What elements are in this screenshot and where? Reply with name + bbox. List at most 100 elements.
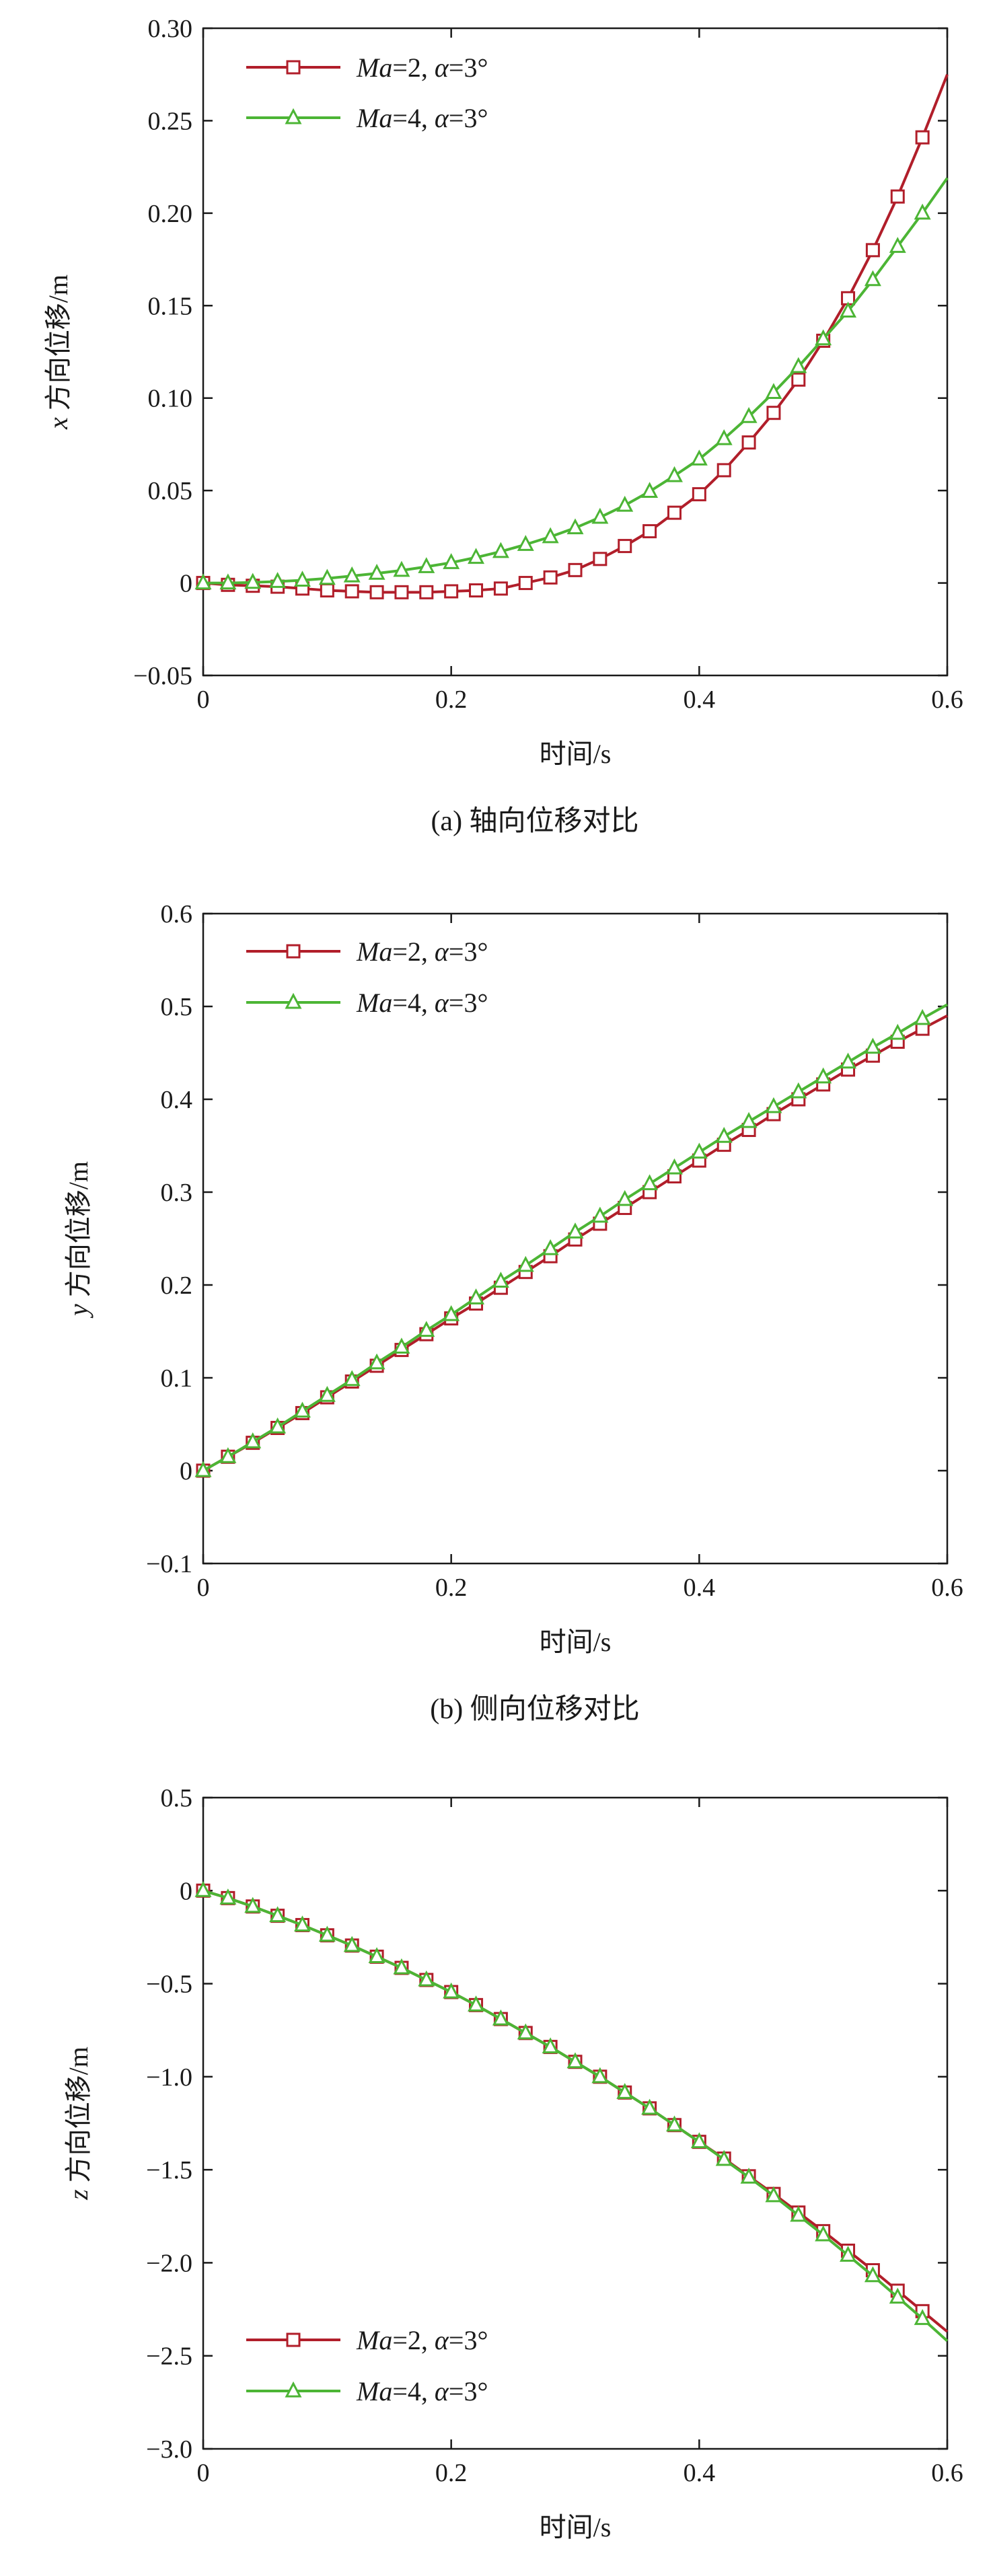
square-marker xyxy=(642,524,657,539)
square-marker xyxy=(618,539,632,554)
y-axis-title: x 方向位移/m xyxy=(43,274,73,430)
triangle-marker xyxy=(889,237,906,253)
plot-frame xyxy=(202,27,949,677)
triangle-marker xyxy=(790,357,807,373)
triangle-marker xyxy=(285,108,302,124)
triangle-marker xyxy=(690,1142,708,1159)
legend-var: Ma xyxy=(356,2325,392,2355)
x-axis-title: 时间/s xyxy=(540,739,612,769)
triangle-marker xyxy=(765,2186,782,2203)
square-marker xyxy=(667,505,682,520)
triangle-marker xyxy=(740,406,758,423)
legend-alpha-var: α xyxy=(435,2376,449,2406)
triangle-marker xyxy=(293,571,311,587)
triangle-marker xyxy=(468,548,485,564)
triangle-marker xyxy=(443,1982,460,1999)
x-axis-title: 时间/s xyxy=(540,1627,612,1657)
triangle-marker xyxy=(765,383,782,399)
legend-alpha-value: =3° xyxy=(449,2325,488,2355)
triangle-marker xyxy=(285,992,302,1009)
legend-value: =4, xyxy=(392,2376,435,2406)
square-marker xyxy=(469,583,484,598)
square-marker xyxy=(791,372,806,387)
triangle-marker xyxy=(368,1353,385,1370)
triangle-marker xyxy=(815,1067,832,1084)
series-line-ma4 xyxy=(203,1889,949,2343)
y-tick-label: −3.0 xyxy=(146,2435,192,2464)
legend-var: Ma xyxy=(356,52,392,83)
square-marker xyxy=(915,130,930,145)
triangle-marker xyxy=(815,329,832,346)
triangle-marker xyxy=(591,1206,609,1223)
y-tick-label: 0.05 xyxy=(148,477,193,505)
triangle-marker xyxy=(492,542,509,558)
triangle-marker xyxy=(790,1082,807,1099)
triangle-marker xyxy=(293,1401,311,1418)
x-tick-label: 0.6 xyxy=(931,686,963,714)
triangle-marker xyxy=(293,1915,311,1931)
x-tick-label: 0.4 xyxy=(684,686,716,714)
legend-alpha-value: =3° xyxy=(449,988,488,1018)
triangle-marker xyxy=(914,203,931,220)
triangle-marker xyxy=(517,1255,534,1272)
y-tick-label: 0.6 xyxy=(161,900,193,928)
triangle-marker xyxy=(418,557,435,573)
panel-caption: (a) 轴向位移对比 xyxy=(431,805,638,837)
square-marker xyxy=(286,2332,301,2347)
triangle-marker xyxy=(889,2287,906,2304)
square-marker xyxy=(493,581,508,596)
triangle-marker xyxy=(690,449,708,466)
y-tick-label: −0.5 xyxy=(146,1971,192,1999)
triangle-marker xyxy=(914,2309,931,2325)
x-tick-label: 0.4 xyxy=(684,1574,716,1602)
y-tick-label: −0.05 xyxy=(133,662,192,690)
legend-var: Ma xyxy=(356,988,392,1018)
square-marker xyxy=(593,552,608,566)
x-tick-label: 0.2 xyxy=(435,686,468,714)
y-tick-label: 0 xyxy=(180,1877,192,1905)
triangle-marker xyxy=(318,1385,336,1402)
triangle-marker xyxy=(468,1995,485,2012)
y-tick-label: 0.4 xyxy=(161,1086,193,1114)
chart-panel-c: −3.0 −2.5 −2.0 −1.5 −1.0 −0.5 0 0.5 0 0.2 0.4 0.6 时间… xyxy=(63,1784,963,2542)
triangle-marker xyxy=(219,1447,237,1463)
triangle-marker xyxy=(740,2167,758,2184)
square-marker xyxy=(286,60,301,75)
legend-alpha-value: =3° xyxy=(449,936,488,967)
legend-entry: Ma=4, α=3° xyxy=(246,988,488,1018)
y-axis-title: y 方向位移/m xyxy=(63,1161,94,1319)
triangle-marker xyxy=(840,2246,857,2262)
legend-alpha-var: α xyxy=(435,103,449,133)
y-tick-label: 0.5 xyxy=(161,993,193,1021)
triangle-marker xyxy=(715,2149,733,2166)
square-marker xyxy=(394,585,409,599)
x-tick-label: 0 xyxy=(197,686,210,714)
y-tick-label: 0.25 xyxy=(148,107,193,135)
triangle-marker xyxy=(517,535,534,551)
square-marker xyxy=(286,944,301,959)
series-line-ma2 xyxy=(203,1889,949,2333)
triangle-marker xyxy=(542,527,559,544)
triangle-marker xyxy=(418,1321,435,1337)
legend-value: =2, xyxy=(392,52,435,83)
y-tick-label: 0.5 xyxy=(161,1784,193,1812)
square-marker xyxy=(419,585,434,599)
triangle-marker xyxy=(914,1008,931,1025)
legend-label: Ma=2, α=3° xyxy=(356,936,488,967)
y-tick-label: 0.2 xyxy=(161,1272,193,1300)
x-tick-label: 0.2 xyxy=(435,1574,468,1602)
square-marker xyxy=(320,583,334,598)
plot-frame xyxy=(202,1796,949,2450)
triangle-marker xyxy=(864,2266,881,2283)
legend-alpha-var: α xyxy=(435,52,449,83)
legend-entry: Ma=2, α=3° xyxy=(246,2325,488,2355)
legend-alpha-value: =3° xyxy=(449,52,488,83)
triangle-marker xyxy=(840,1052,857,1069)
y-tick-label: 0.10 xyxy=(148,385,193,413)
legend-var: Ma xyxy=(356,2376,392,2406)
triangle-marker xyxy=(665,2115,683,2132)
y-axis-unit: 方向位移/m xyxy=(43,274,73,417)
triangle-marker xyxy=(343,1936,361,1952)
square-marker xyxy=(369,585,384,599)
